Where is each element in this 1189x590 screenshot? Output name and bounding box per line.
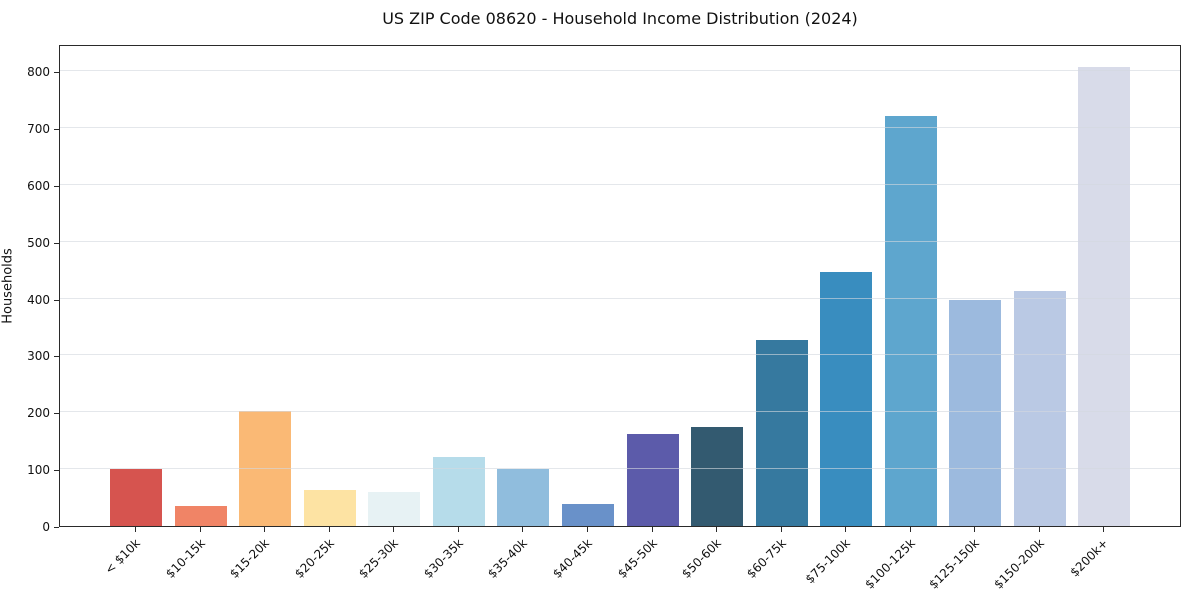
x-tick-mark <box>1103 527 1105 532</box>
x-tick-mark <box>909 527 911 532</box>
x-tick-mark <box>845 527 847 532</box>
bar-$60-75k <box>755 340 808 526</box>
bar-$10-15k <box>174 506 227 526</box>
gridline-400 <box>60 297 1180 299</box>
chart-title: US ZIP Code 08620 - Household Income Dis… <box>382 9 858 28</box>
bar-$125-150k <box>949 299 1002 526</box>
bar-$30-35k <box>432 456 485 526</box>
x-tick-mark <box>264 527 266 532</box>
x-tick-mark <box>328 527 330 532</box>
bar-$25-30k <box>368 492 421 526</box>
x-tick-mark <box>457 527 459 532</box>
x-tick-mark <box>135 527 137 532</box>
y-axis-label: Households <box>0 248 16 324</box>
y-tick-label-200: 200 <box>27 406 50 421</box>
y-tick-mark <box>54 470 59 472</box>
y-tick-mark <box>54 356 59 358</box>
x-tick-mark <box>780 527 782 532</box>
x-tick-mark <box>716 527 718 532</box>
bar-< $10k <box>110 469 163 526</box>
x-tick-mark <box>199 527 201 532</box>
gridline-500 <box>60 240 1180 242</box>
y-tick-mark <box>54 72 59 74</box>
y-tick-label-700: 700 <box>27 122 50 137</box>
bar-$45-50k <box>626 433 679 526</box>
bar-$75-100k <box>820 271 873 526</box>
bar-$20-25k <box>303 489 356 526</box>
x-tick-label-< $10k: < $10k <box>102 536 144 577</box>
x-tick-mark <box>522 527 524 532</box>
y-tick-mark <box>54 129 59 131</box>
bar-$200k+ <box>1078 66 1131 526</box>
bar-$40-45k <box>562 503 614 526</box>
y-tick-mark <box>54 299 59 301</box>
plot-area <box>59 45 1181 527</box>
bar-$35-40k <box>497 469 550 526</box>
y-tick-label-500: 500 <box>27 235 50 250</box>
bar-$150-200k <box>1013 290 1066 526</box>
y-tick-label-0: 0 <box>42 520 50 534</box>
y-tick-label-600: 600 <box>27 178 50 193</box>
y-tick-mark <box>54 242 59 244</box>
gridline-700 <box>60 127 1180 129</box>
bar-$50-60k <box>691 427 744 526</box>
y-tick-mark <box>54 527 59 528</box>
y-tick-mark <box>54 413 59 415</box>
x-tick-mark <box>974 527 976 532</box>
bar-$100-125k <box>884 115 937 526</box>
y-tick-label-300: 300 <box>27 349 50 364</box>
x-tick-mark <box>651 527 653 532</box>
y-tick-label-800: 800 <box>27 65 50 80</box>
gridline-100 <box>60 468 1180 470</box>
x-tick-mark <box>587 527 588 532</box>
gridline-600 <box>60 183 1180 185</box>
gridline-200 <box>60 411 1180 413</box>
y-tick-label-100: 100 <box>27 463 50 478</box>
gridline-300 <box>60 354 1180 356</box>
y-tick-label-400: 400 <box>27 292 50 307</box>
x-tick-mark <box>393 527 395 532</box>
y-tick-mark <box>54 185 59 187</box>
gridline-800 <box>60 70 1180 72</box>
x-tick-mark <box>1038 527 1040 532</box>
